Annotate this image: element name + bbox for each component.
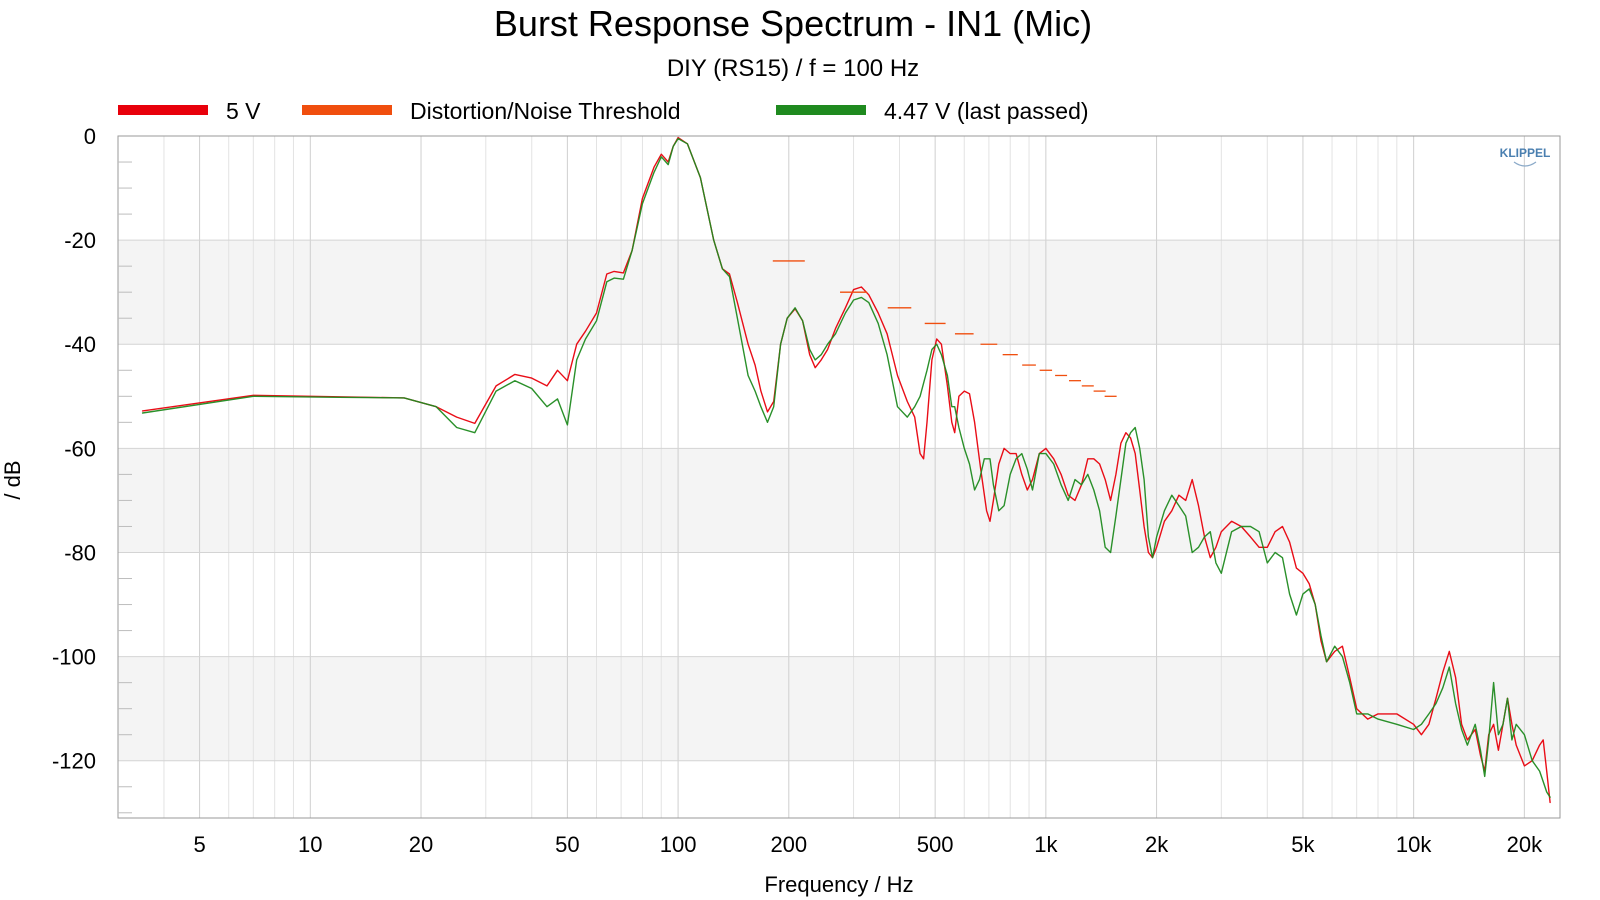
x-tick-label: 10k xyxy=(1396,832,1432,857)
x-tick-label: 1k xyxy=(1034,832,1058,857)
x-tick-label: 20 xyxy=(409,832,433,857)
x-tick-label: 20k xyxy=(1507,832,1543,857)
plot-background xyxy=(118,240,1560,761)
y-tick-label: 0 xyxy=(84,124,96,149)
legend-label: 5 V xyxy=(226,98,261,124)
chart-title: Burst Response Spectrum - IN1 (Mic) xyxy=(494,3,1092,44)
x-tick-label: 500 xyxy=(917,832,954,857)
y-axis-tick-labels: 0 -20 -40 -60 -80 -100 -120 xyxy=(52,124,96,774)
series-layer xyxy=(141,136,1551,804)
legend-label: 4.47 V (last passed) xyxy=(884,98,1089,124)
y-tick-label: -40 xyxy=(64,332,96,357)
x-tick-label: 5k xyxy=(1291,832,1315,857)
x-tick-label: 2k xyxy=(1145,832,1169,857)
legend-swatch xyxy=(776,105,866,115)
x-tick-label: 10 xyxy=(298,832,322,857)
series-line-4-47v xyxy=(141,137,1551,798)
legend: 5 V Distortion/Noise Threshold 4.47 V (las… xyxy=(118,98,1089,124)
klippel-logo: KLIPPEL xyxy=(1500,146,1551,167)
y-tick-label: -60 xyxy=(64,436,96,461)
plot-band xyxy=(118,448,1560,553)
x-tick-label: 50 xyxy=(555,832,579,857)
x-tick-label: 200 xyxy=(770,832,807,857)
axis-minor-ticks xyxy=(118,161,132,814)
chart-subtitle: DIY (RS15) / f = 100 Hz xyxy=(667,55,919,82)
x-axis-label: Frequency / Hz xyxy=(764,872,913,897)
y-tick-label: -100 xyxy=(52,645,96,670)
x-axis-tick-labels: 5 10 20 50 100 200 500 1k 2k 5k 10k 20k xyxy=(193,832,1543,857)
y-tick-label: -120 xyxy=(52,749,96,774)
y-tick-label: -20 xyxy=(64,228,96,253)
plot-band xyxy=(118,656,1560,761)
plot-frame xyxy=(117,135,1561,819)
legend-label: Distortion/Noise Threshold xyxy=(410,98,681,124)
y-axis-label: / dB xyxy=(0,460,25,499)
y-tick-label: -80 xyxy=(64,540,96,565)
x-tick-label: 100 xyxy=(660,832,697,857)
legend-swatch xyxy=(302,105,392,115)
svg-text:KLIPPEL: KLIPPEL xyxy=(1500,146,1551,160)
plot-band xyxy=(118,240,1560,345)
x-tick-label: 5 xyxy=(193,832,205,857)
legend-swatch xyxy=(118,105,208,115)
